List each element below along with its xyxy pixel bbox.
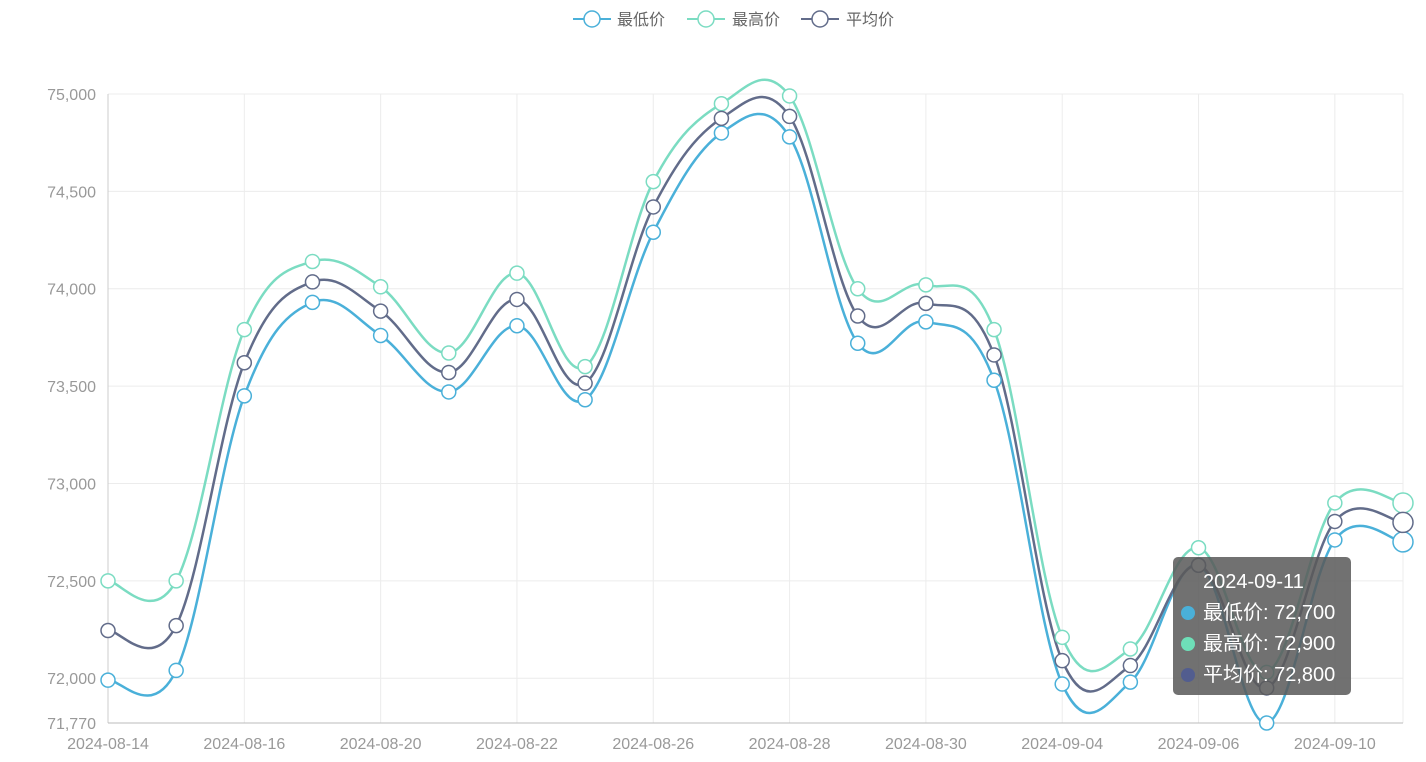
x-tick-label: 2024-08-22 xyxy=(476,736,558,753)
legend-label-avg: 平均价 xyxy=(846,11,894,29)
data-point-avg[interactable] xyxy=(441,364,457,381)
data-point-min[interactable] xyxy=(1258,715,1275,731)
tooltip: 2024-09-11 最低价: 72,700 最高价: 72,900 平均价: … xyxy=(1173,557,1351,695)
legend-item-avg[interactable]: 平均价 xyxy=(801,10,894,29)
data-point-min[interactable] xyxy=(645,224,662,241)
data-point-max[interactable] xyxy=(441,345,457,361)
axes: 71,770 72,000 72,500 73,000 73,500 74,000 74,5… xyxy=(47,87,1403,753)
data-point-avg[interactable] xyxy=(577,375,593,391)
data-point-avg[interactable] xyxy=(849,308,866,324)
data-point-avg[interactable] xyxy=(713,110,730,127)
data-point-max[interactable] xyxy=(1054,629,1070,646)
y-tick-label: 72,000 xyxy=(47,671,96,688)
data-point-avg[interactable] xyxy=(236,354,253,371)
data-point-max[interactable] xyxy=(577,358,593,375)
tooltip-row-max: 最高价: 72,900 xyxy=(1181,629,1351,660)
data-point-avg[interactable] xyxy=(100,622,116,639)
legend-item-max[interactable]: 最高价 xyxy=(687,10,780,29)
x-tick-label: 2024-08-26 xyxy=(612,736,694,753)
x-tick-label: 2024-08-16 xyxy=(203,736,285,753)
data-point-min[interactable] xyxy=(372,327,389,344)
data-point-min[interactable] xyxy=(713,125,730,141)
legend-item-min[interactable]: 最低价 xyxy=(573,10,665,29)
data-point-min[interactable] xyxy=(849,335,866,352)
data-point-min[interactable] xyxy=(441,384,457,400)
data-point-min[interactable] xyxy=(509,317,525,334)
data-point-min[interactable] xyxy=(100,672,116,688)
data-point-max[interactable] xyxy=(986,321,1002,338)
tooltip-row-avg: 平均价: 72,800 xyxy=(1181,660,1351,691)
data-point-min[interactable] xyxy=(781,129,798,145)
data-point-avg[interactable] xyxy=(509,291,525,308)
data-point-max[interactable] xyxy=(372,279,389,295)
tooltip-dot-min xyxy=(1181,606,1195,620)
x-tick-label: 2024-08-30 xyxy=(885,736,967,753)
x-tick-label: 2024-09-04 xyxy=(1021,736,1103,753)
data-point-avg[interactable] xyxy=(1122,657,1139,674)
data-point-max[interactable] xyxy=(236,321,253,338)
y-tick-label: 71,770 xyxy=(47,716,96,733)
data-point-max[interactable] xyxy=(849,280,866,297)
data-point-avg[interactable] xyxy=(1327,513,1343,530)
y-tick-label: 73,000 xyxy=(47,476,96,493)
tooltip-dot-max xyxy=(1181,637,1195,651)
data-point-max[interactable] xyxy=(100,573,116,589)
data-point-max[interactable] xyxy=(1122,641,1139,657)
y-tick-label: 73,500 xyxy=(47,379,96,396)
y-tick-label: 74,500 xyxy=(47,184,96,201)
data-point-max[interactable] xyxy=(509,265,525,281)
data-point-min[interactable] xyxy=(986,372,1002,389)
data-point-min[interactable] xyxy=(1327,532,1343,548)
data-point-max[interactable] xyxy=(645,173,662,190)
tooltip-row-min: 最低价: 72,700 xyxy=(1181,598,1351,629)
tooltip-label-min: 最低价: 72,700 xyxy=(1203,602,1336,624)
data-point-max[interactable] xyxy=(713,95,730,112)
data-point-avg[interactable] xyxy=(986,347,1002,363)
data-point-max[interactable] xyxy=(1327,495,1343,511)
data-point-max[interactable] xyxy=(304,253,321,270)
y-tick-label: 74,000 xyxy=(47,282,96,299)
data-point-min[interactable] xyxy=(304,294,321,311)
data-point-avg[interactable] xyxy=(645,199,662,215)
tooltip-dot-avg xyxy=(1181,668,1195,682)
x-tick-label: 2024-09-06 xyxy=(1158,736,1240,753)
data-point-avg[interactable] xyxy=(168,617,184,634)
data-point-min[interactable] xyxy=(236,388,253,404)
data-point-min[interactable] xyxy=(577,391,593,408)
y-tick-label: 75,000 xyxy=(47,87,96,104)
data-point-avg[interactable] xyxy=(372,303,389,319)
legend: 最低价 最高价 平均价 xyxy=(573,10,894,29)
tooltip-label-max: 最高价: 72,900 xyxy=(1203,633,1336,655)
data-point-max[interactable] xyxy=(918,277,934,293)
data-point-min[interactable] xyxy=(918,314,934,330)
data-point-max[interactable] xyxy=(1392,492,1414,514)
data-point-avg[interactable] xyxy=(1392,511,1414,534)
y-tick-label: 72,500 xyxy=(47,574,96,591)
data-point-min[interactable] xyxy=(1392,531,1414,553)
grid xyxy=(108,93,1404,723)
data-point-avg[interactable] xyxy=(1054,652,1070,669)
x-tick-label: 2024-08-14 xyxy=(67,736,149,753)
x-tick-label: 2024-08-20 xyxy=(340,736,422,753)
data-point-max[interactable] xyxy=(1190,539,1207,556)
x-tick-label: 2024-08-28 xyxy=(749,736,831,753)
x-tick-label: 2024-09-10 xyxy=(1294,736,1376,753)
data-point-min[interactable] xyxy=(1122,674,1139,690)
data-point-min[interactable] xyxy=(1054,676,1070,692)
data-point-avg[interactable] xyxy=(918,295,934,312)
legend-label-max: 最高价 xyxy=(732,11,780,29)
data-point-avg[interactable] xyxy=(304,274,321,290)
data-point-avg[interactable] xyxy=(781,108,798,125)
data-point-min[interactable] xyxy=(168,662,184,679)
data-point-max[interactable] xyxy=(168,573,184,589)
tooltip-label-avg: 平均价: 72,800 xyxy=(1203,664,1336,686)
tooltip-title: 2024-09-11 xyxy=(1203,571,1304,593)
data-point-max[interactable] xyxy=(781,88,798,104)
legend-label-min: 最低价 xyxy=(617,11,665,29)
